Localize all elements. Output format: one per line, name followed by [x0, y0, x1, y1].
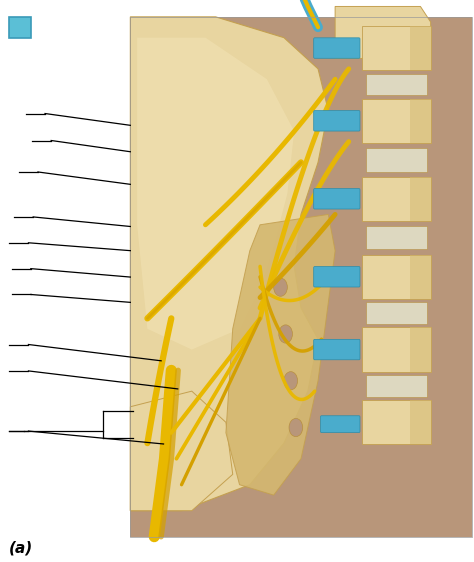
- Ellipse shape: [284, 371, 298, 390]
- FancyBboxPatch shape: [314, 266, 360, 287]
- Bar: [130, 17, 472, 537]
- Polygon shape: [137, 38, 294, 350]
- FancyBboxPatch shape: [9, 17, 31, 38]
- Polygon shape: [363, 255, 431, 299]
- Polygon shape: [130, 17, 328, 511]
- Polygon shape: [226, 214, 335, 495]
- Bar: [366, 302, 427, 324]
- Polygon shape: [363, 26, 431, 70]
- FancyBboxPatch shape: [314, 339, 360, 360]
- Ellipse shape: [289, 419, 303, 437]
- Polygon shape: [363, 400, 431, 445]
- FancyBboxPatch shape: [314, 189, 360, 209]
- Polygon shape: [335, 7, 431, 58]
- Bar: [410, 255, 431, 299]
- Bar: [410, 400, 431, 445]
- Polygon shape: [363, 328, 431, 371]
- FancyBboxPatch shape: [320, 416, 360, 433]
- Bar: [366, 375, 427, 397]
- Bar: [410, 26, 431, 70]
- Polygon shape: [363, 99, 431, 143]
- Text: (a): (a): [9, 540, 33, 555]
- Bar: [130, 17, 472, 537]
- FancyBboxPatch shape: [314, 38, 360, 58]
- FancyBboxPatch shape: [314, 111, 360, 131]
- Ellipse shape: [279, 325, 292, 343]
- Bar: [410, 176, 431, 221]
- Polygon shape: [363, 176, 431, 221]
- Bar: [366, 74, 427, 96]
- Polygon shape: [130, 391, 233, 511]
- Bar: [366, 226, 427, 250]
- Bar: [410, 328, 431, 371]
- Bar: [366, 148, 427, 171]
- Ellipse shape: [273, 278, 287, 296]
- Bar: [410, 99, 431, 143]
